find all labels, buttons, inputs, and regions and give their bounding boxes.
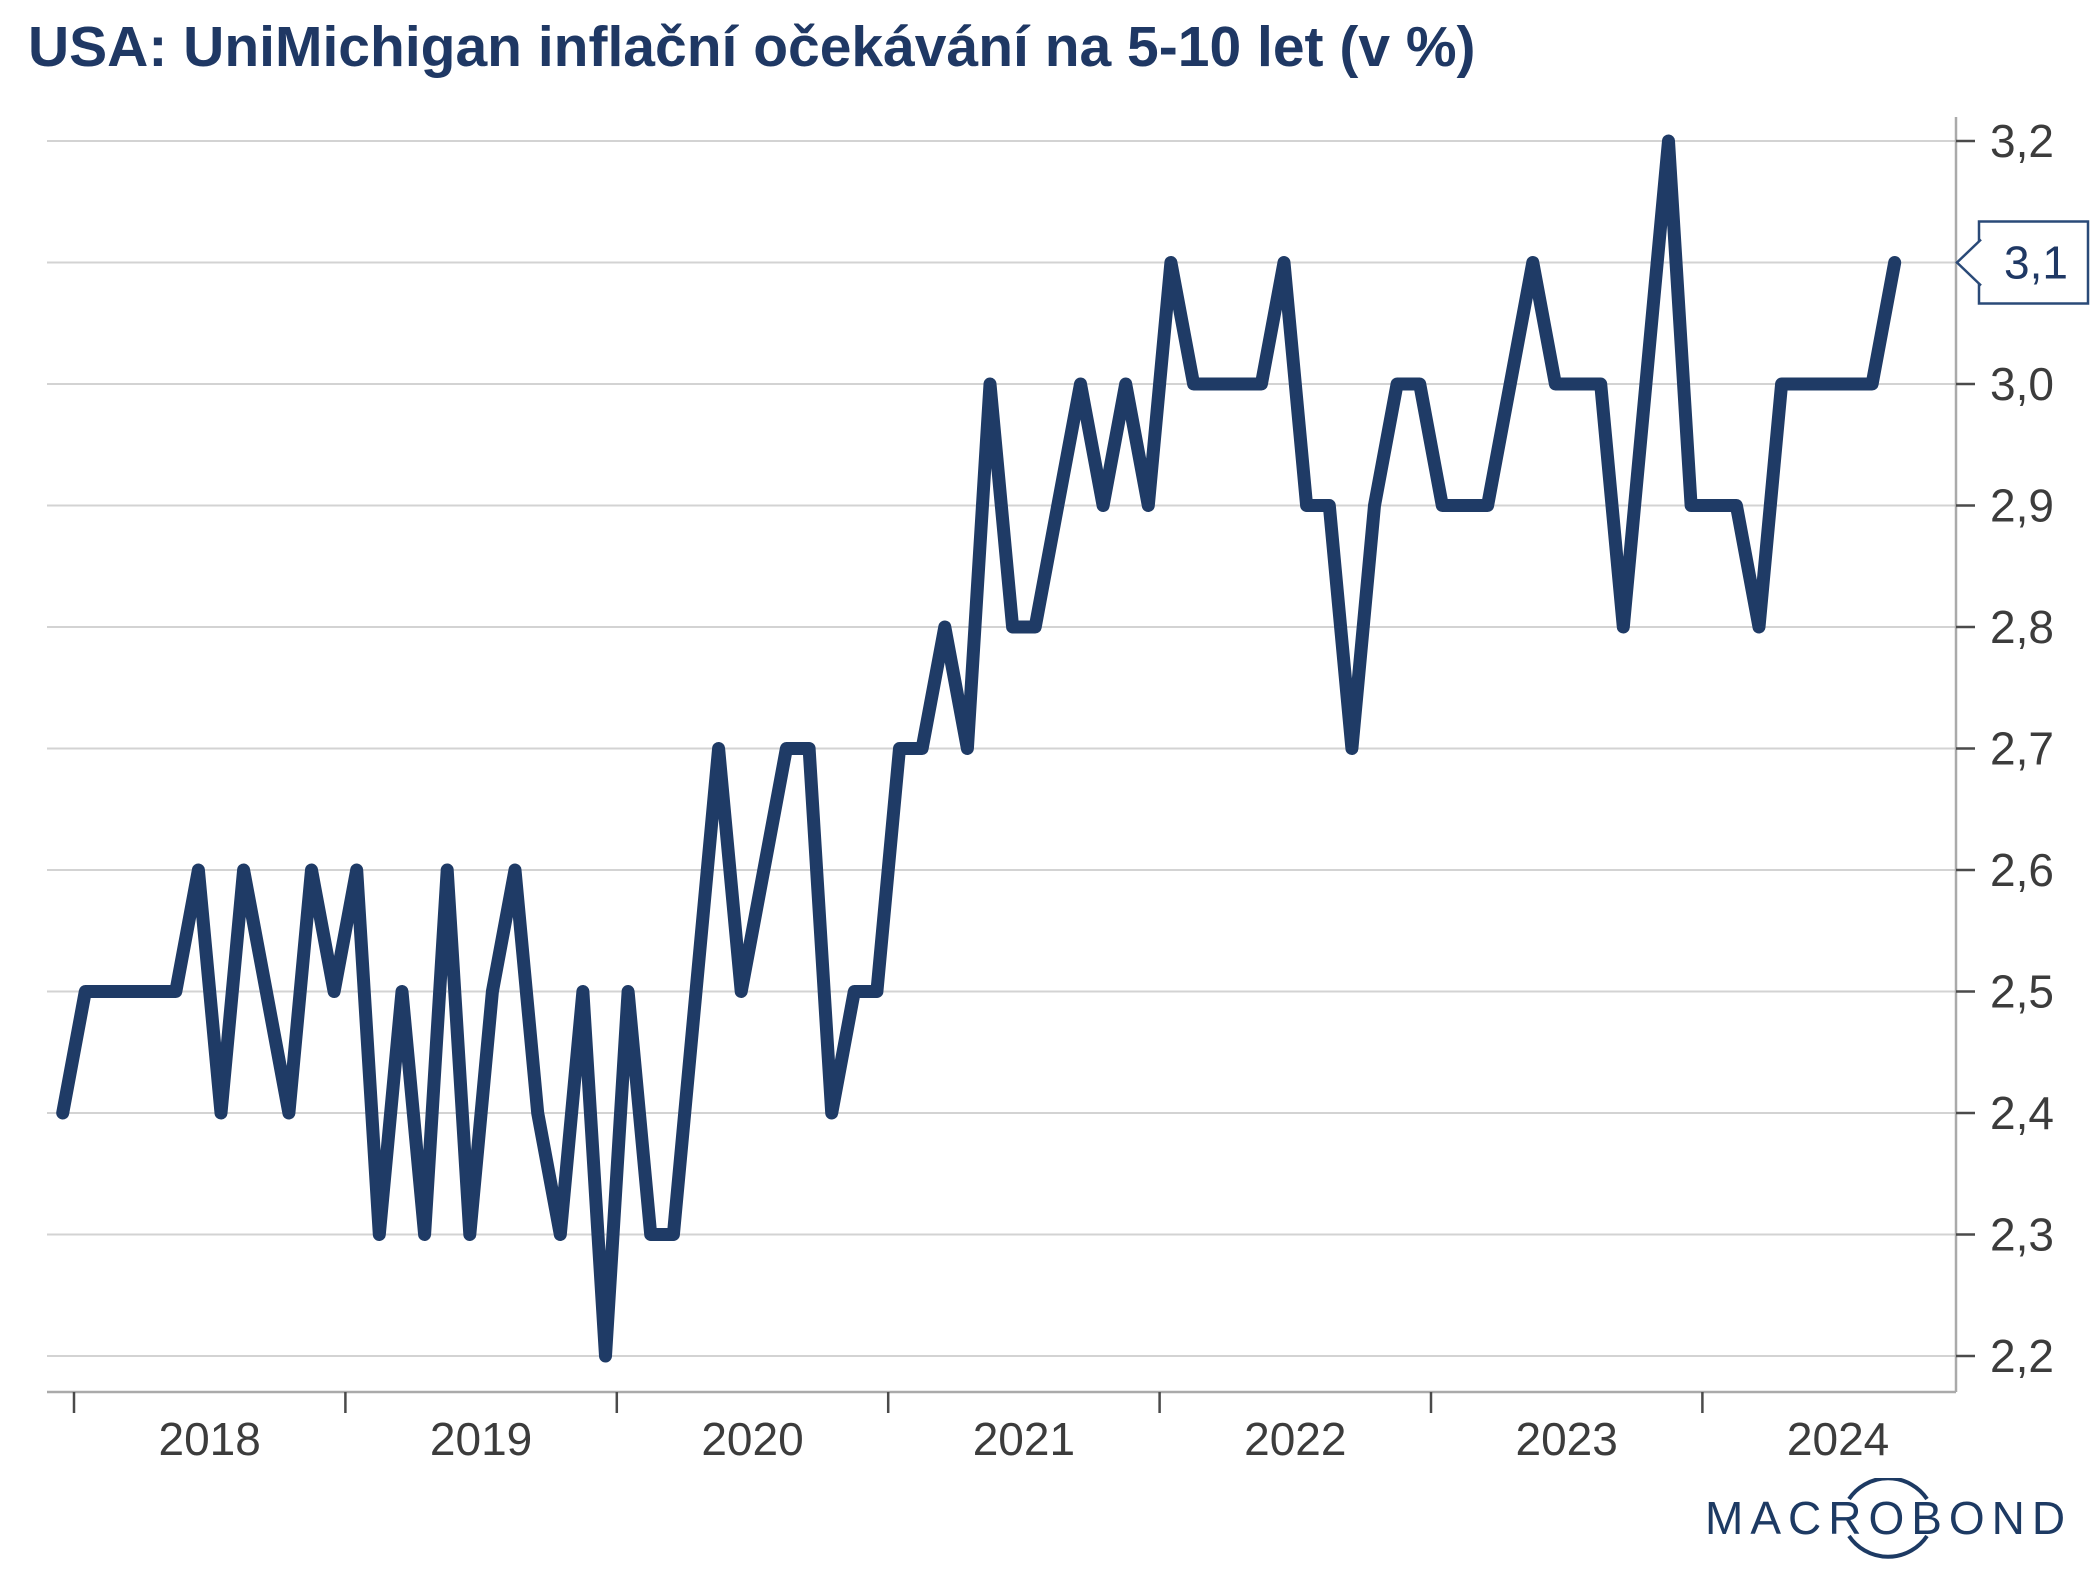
x-tick-label-2021: 2021 [973, 1413, 1075, 1465]
series-line [56, 134, 1902, 1363]
last-value-callout-box [1977, 220, 2090, 305]
x-tick-label-2023: 2023 [1516, 1413, 1618, 1465]
x-tick-label-2022: 2022 [1244, 1413, 1346, 1465]
logo-arc-bottom-icon [1847, 1534, 1929, 1559]
last-value-callout-arrow-icon [1955, 238, 1982, 287]
last-value-label: 3,1 [2004, 237, 2068, 289]
macrobond-logo-graphic: MACROBOND [1705, 1476, 2069, 1559]
y-tick-label-2,7: 2,7 [1990, 723, 2054, 775]
y-tick-label-2,3: 2,3 [1990, 1209, 2054, 1261]
y-tick-label-2,6: 2,6 [1990, 844, 2054, 896]
logo-text: MACROBOND [1705, 1492, 2069, 1544]
y-tick-label-2,9: 2,9 [1990, 480, 2054, 532]
y-tick-label-2,4: 2,4 [1990, 1087, 2054, 1139]
y-tick-label-2,8: 2,8 [1990, 601, 2054, 653]
x-tick-label-2018: 2018 [159, 1413, 261, 1465]
x-tick-label-2024: 2024 [1787, 1413, 1889, 1465]
chart-title: USA: UniMichigan inflační očekávání na 5… [28, 15, 1476, 79]
y-tick-label-3,2: 3,2 [1990, 115, 2054, 167]
y-tick-label-3,0: 3,0 [1990, 358, 2054, 410]
x-tick-label-2020: 2020 [701, 1413, 803, 1465]
y-tick-label-2,5: 2,5 [1990, 966, 2054, 1018]
macrobond-logo: MACROBOND [1697, 1476, 2069, 1567]
logo-arc-top-icon [1847, 1476, 1929, 1501]
y-tick-label-2,2: 2,2 [1990, 1330, 2054, 1382]
x-tick-label-2019: 2019 [430, 1413, 532, 1465]
